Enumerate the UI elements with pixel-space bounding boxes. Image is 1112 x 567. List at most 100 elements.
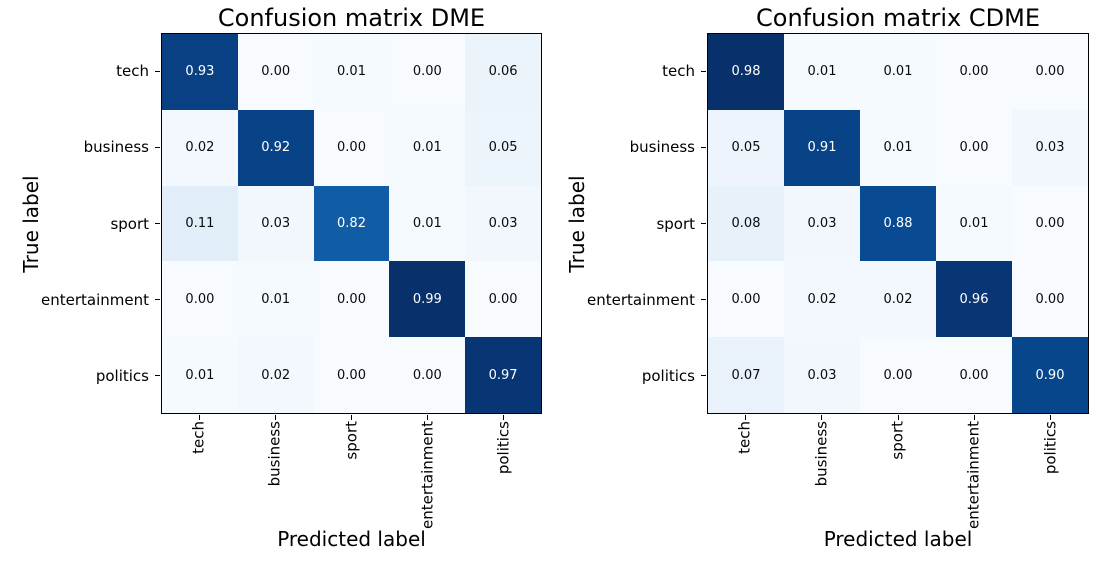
y-tick-label: politics [641, 366, 695, 385]
x-tick-label: politics [1041, 421, 1060, 475]
matrix-cell: 0.96 [936, 261, 1012, 338]
matrix-cell: 0.00 [465, 261, 541, 338]
x-tick-mark [821, 415, 823, 420]
y-tick-mark [155, 375, 160, 377]
x-tick-label-text: business [811, 421, 830, 487]
matrix-cell: 0.97 [465, 337, 541, 413]
x-tick-label-text: tech [735, 421, 754, 454]
x-tick-mark [351, 415, 352, 420]
chart-title: Confusion matrix DME [217, 4, 486, 32]
matrix-cell: 0.05 [708, 109, 784, 186]
matrix-cell: 0.00 [313, 261, 390, 338]
matrix-cell: 0.03 [1012, 109, 1088, 186]
x-tick-mark [198, 415, 200, 420]
matrix-cell: 0.00 [389, 34, 466, 110]
matrix-cell: 0.03 [237, 185, 314, 262]
matrix-cell: 0.02 [784, 261, 860, 338]
x-tick-label-text: entertainment [964, 421, 983, 529]
matrix-cell: 0.07 [708, 337, 784, 413]
x-tick-label: entertainment [964, 421, 983, 529]
matrix-cell: 0.03 [465, 185, 541, 262]
matrix-cell: 0.01 [936, 185, 1012, 262]
y-tick-label: business [83, 138, 149, 157]
matrix-cell: 0.00 [708, 261, 784, 338]
matrix-cell: 0.06 [465, 34, 541, 110]
matrix-cell: 0.99 [389, 261, 466, 338]
y-tick-mark [155, 146, 160, 148]
y-tick-label: politics [95, 366, 149, 385]
y-tick-mark [701, 375, 706, 377]
x-tick-label: business [811, 421, 830, 487]
y-tick-label: tech [662, 61, 695, 80]
matrix-cell: 0.01 [860, 109, 936, 186]
matrix-cell: 0.82 [313, 185, 390, 262]
matrix-cell: 0.01 [237, 261, 314, 338]
x-tick-label-text: politics [1041, 421, 1060, 475]
matrix-cell: 0.00 [1012, 34, 1088, 110]
matrix-cell: 0.00 [1012, 185, 1088, 262]
matrix-cell: 0.03 [784, 337, 860, 413]
matrix-cell: 0.00 [860, 337, 936, 413]
matrix-cell: 0.01 [784, 34, 860, 110]
x-tick-mark [274, 415, 276, 420]
heatmap-plot: 0.98 0.01 0.01 0.00 0.00 0.05 0.91 0.01 0.00 0.03… [707, 33, 1089, 414]
matrix-cell: 0.01 [389, 109, 466, 186]
y-tick-mark [701, 299, 706, 301]
y-tick-mark [155, 70, 160, 72]
matrix-cell: 0.02 [860, 261, 936, 338]
matrix-cell: 0.03 [784, 185, 860, 262]
y-tick-mark [701, 146, 706, 148]
x-tick-label: sport [888, 421, 907, 460]
matrix-cell: 0.02 [237, 337, 314, 413]
matrix-cell: 0.01 [313, 34, 390, 110]
matrix-cell: 0.00 [389, 337, 466, 413]
x-tick-mark [973, 415, 975, 420]
matrix-cell: 0.11 [162, 185, 238, 262]
x-tick-mark [427, 415, 429, 420]
y-tick-label: sport [110, 214, 149, 233]
matrix-cell: 0.91 [784, 109, 860, 186]
x-tick-mark [897, 415, 899, 420]
matrix-cell: 0.00 [313, 109, 390, 186]
matrix-cell: 0.90 [1012, 337, 1088, 413]
x-tick-mark [744, 415, 746, 420]
x-tick-label-text: sport [888, 421, 907, 460]
x-tick-mark [503, 415, 505, 420]
y-axis-label-text: True label [565, 174, 589, 273]
chart-title: Confusion matrix CDME [756, 4, 1040, 32]
matrix-cell: 0.01 [162, 337, 238, 413]
matrix-cell: 0.08 [708, 185, 784, 262]
x-tick-label: tech [735, 421, 754, 454]
matrix-cell: 0.92 [237, 109, 314, 186]
x-tick-mark [1050, 415, 1052, 420]
matrix-cell: 0.88 [860, 185, 936, 262]
matrix-cell: 0.00 [237, 34, 314, 110]
y-tick-label: entertainment [587, 290, 695, 309]
matrix-cell: 0.93 [162, 34, 238, 110]
x-axis-label: Predicted label [277, 527, 426, 551]
y-tick-mark [701, 70, 706, 72]
matrix-cell: 0.00 [313, 337, 390, 413]
matrix-cell: 0.00 [936, 337, 1012, 413]
matrix-cell: 0.01 [860, 34, 936, 110]
matrix-cell: 0.98 [708, 34, 784, 110]
matrix-cell: 0.00 [936, 109, 1012, 186]
matrix-cell: 0.00 [1012, 261, 1088, 338]
y-tick-label: entertainment [41, 290, 149, 309]
y-tick-label: tech [116, 61, 149, 80]
matrix-cell: 0.00 [936, 34, 1012, 110]
y-tick-mark [155, 299, 160, 301]
matrix-cell: 0.00 [162, 261, 238, 338]
y-axis-label: True label [565, 175, 589, 272]
matrix-cell: 0.02 [162, 109, 238, 186]
heatmap-plot: 0.93 0.00 0.01 0.00 0.06 0.02 0.92 0.00 0.01 0.05… [161, 33, 542, 414]
y-tick-label: business [629, 138, 695, 157]
matrix-cell: 0.05 [465, 109, 541, 186]
y-tick-mark [155, 223, 160, 224]
x-axis-label: Predicted label [823, 527, 973, 551]
y-tick-label: sport [656, 214, 695, 233]
y-tick-mark [701, 223, 706, 224]
